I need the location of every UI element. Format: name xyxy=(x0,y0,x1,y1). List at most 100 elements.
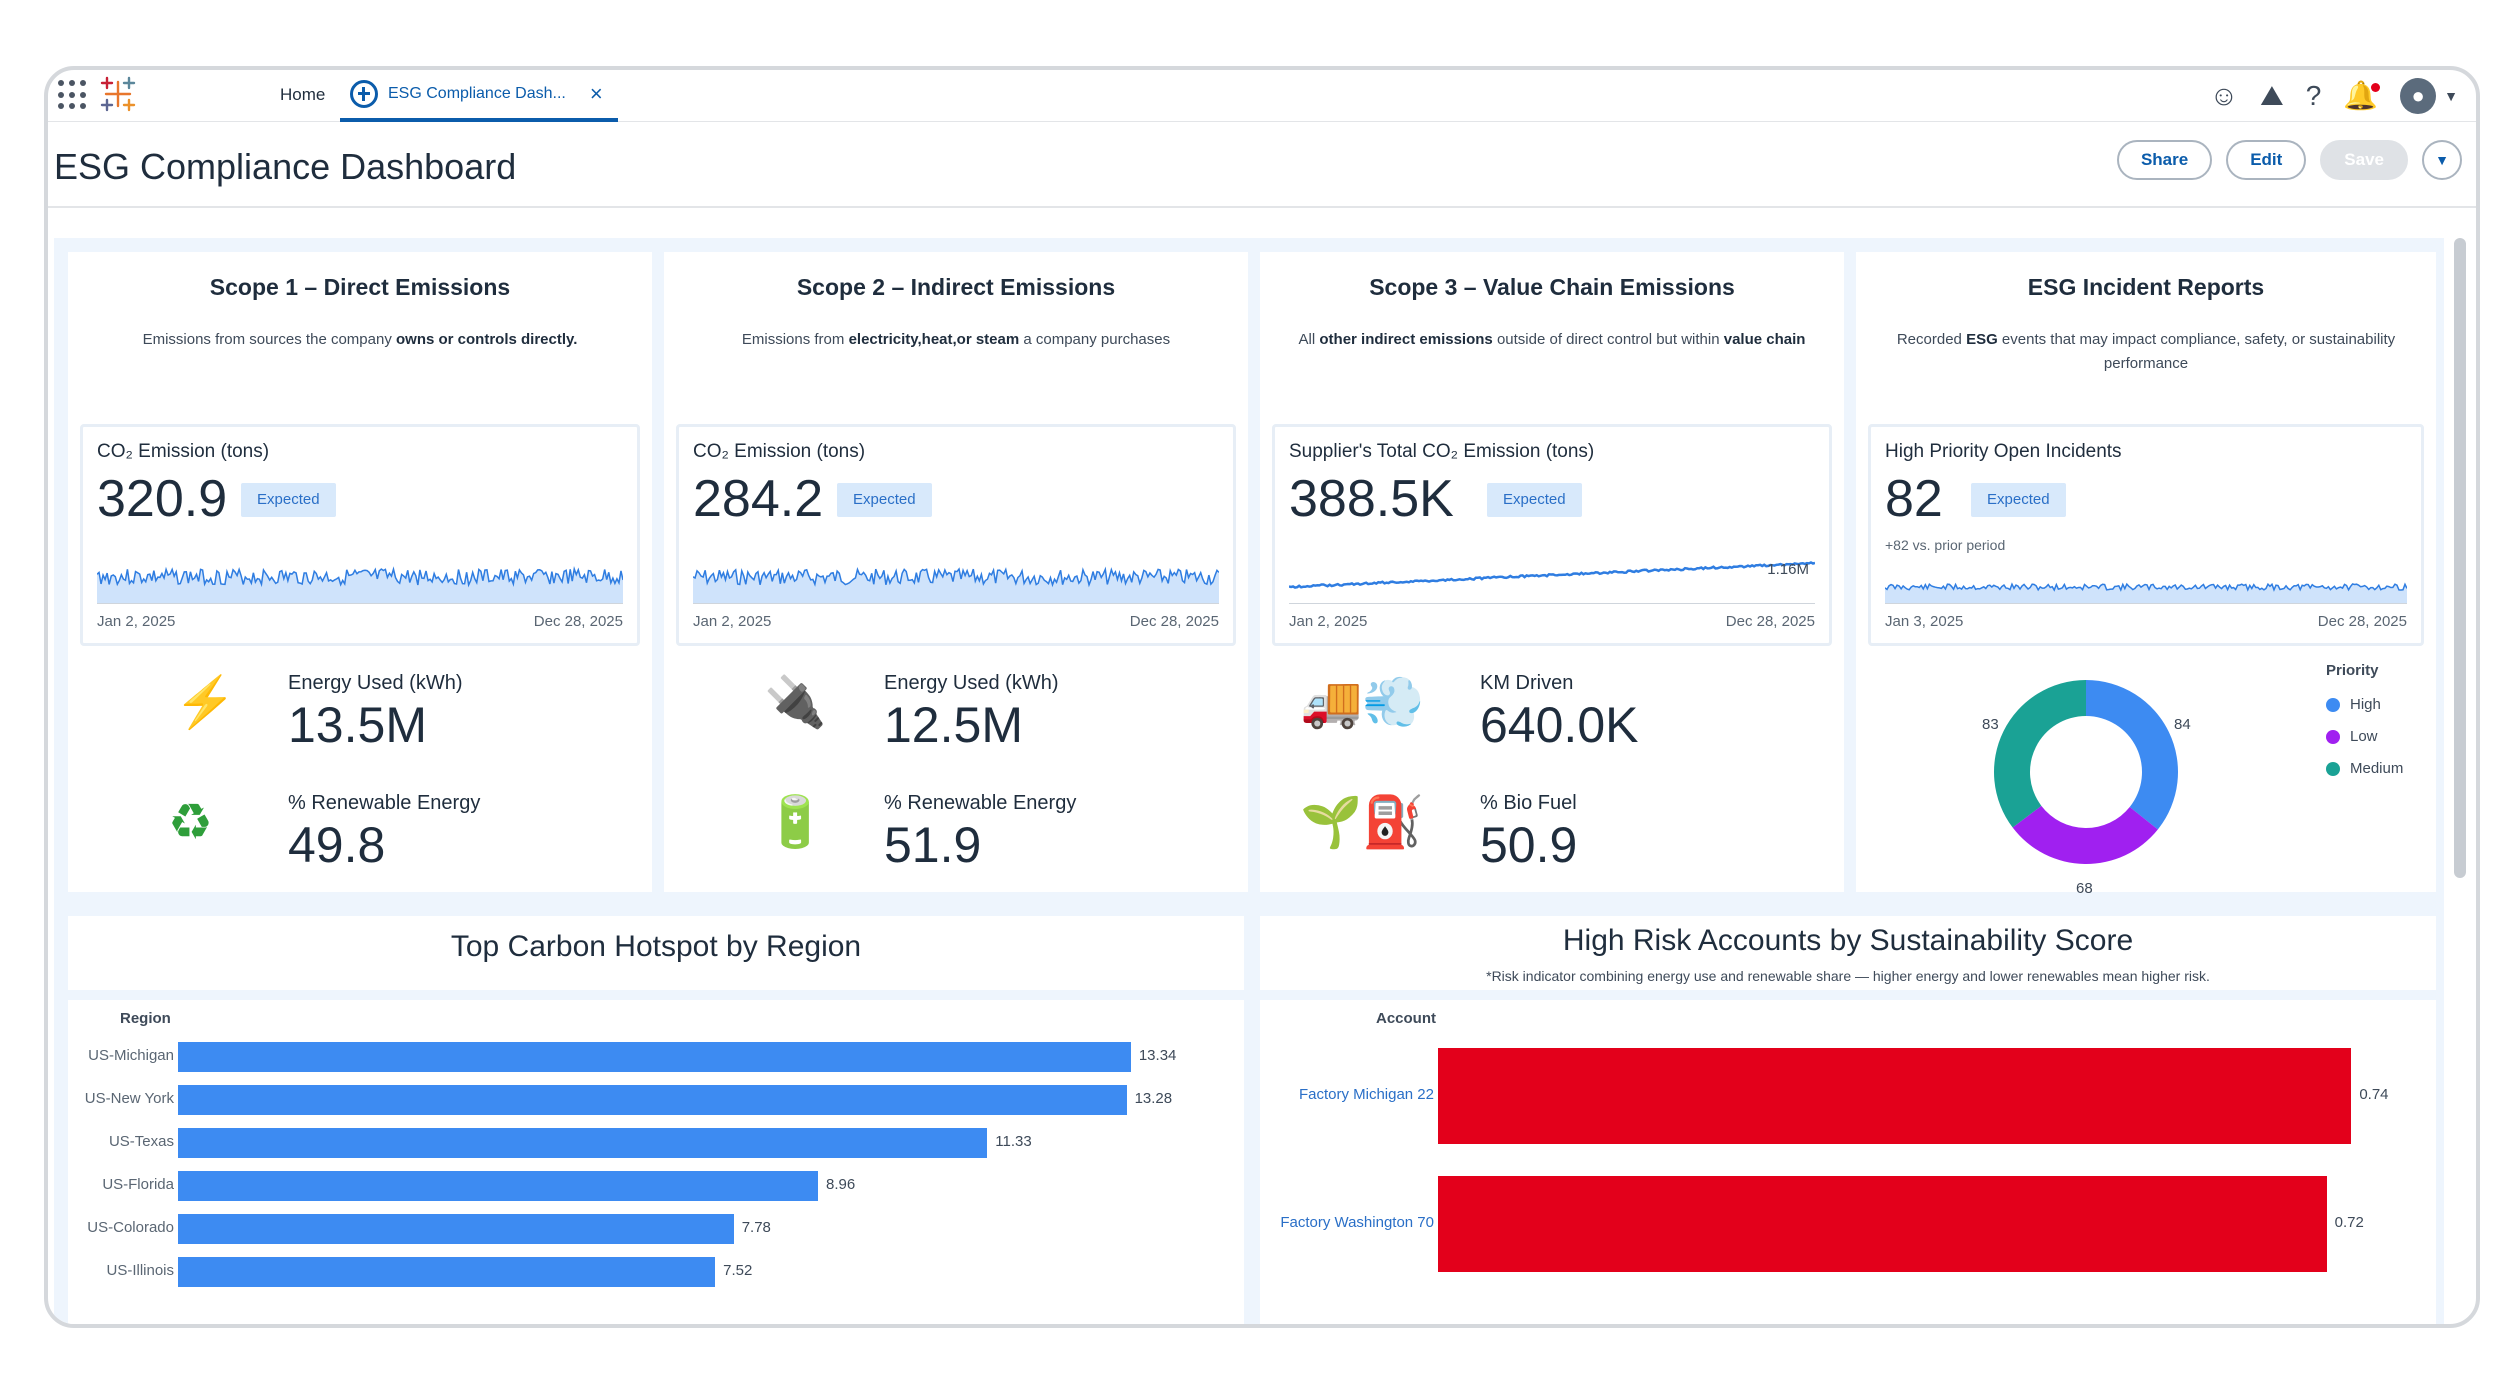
sparkline xyxy=(1289,561,1815,589)
tableau-logo xyxy=(100,76,136,112)
legend-label: High xyxy=(2350,696,2381,713)
status-badge: Expected xyxy=(1971,483,2066,517)
bar[interactable] xyxy=(178,1214,734,1244)
bar[interactable] xyxy=(1438,1176,2327,1272)
bar[interactable] xyxy=(178,1085,1127,1115)
legend-title: Priority xyxy=(2326,662,2379,679)
trailhead-icon[interactable]: ⛰ xyxy=(2260,80,2284,111)
risk-title-panel: High Risk Accounts by Sustainability Sco… xyxy=(1260,916,2436,990)
donut-slice-high[interactable] xyxy=(2086,680,2178,830)
category-label: US-Illinois xyxy=(106,1262,174,1279)
legend-item-high[interactable]: High xyxy=(2326,696,2381,713)
bar-value-label: 0.74 xyxy=(2359,1086,2389,1103)
stat-label: KM Driven xyxy=(1480,672,1574,694)
status-badge: Expected xyxy=(837,483,932,517)
stat-value: 640.0K xyxy=(1480,697,1639,753)
donut-slice-low[interactable] xyxy=(2012,805,2158,864)
bar[interactable] xyxy=(178,1042,1131,1072)
page-title: ESG Compliance Dashboard xyxy=(54,146,517,187)
app-window: Home ESG Compliance Dash... × ☺ ⛰ ? 🔔 ● … xyxy=(44,66,2480,1328)
axis-line xyxy=(97,603,623,604)
date-end: Dec 28, 2025 xyxy=(2317,613,2407,630)
sparkline-line xyxy=(97,566,623,588)
legend-item-medium[interactable]: Medium xyxy=(2326,760,2403,777)
donut-label-high: 84 xyxy=(2174,716,2191,733)
hotspot-title-panel: Top Carbon Hotspot by Region xyxy=(68,916,1244,990)
stat-value: 13.5M xyxy=(288,697,427,753)
agent-icon[interactable]: ☺ xyxy=(2209,80,2239,111)
share-button[interactable]: Share xyxy=(2116,140,2213,180)
donut-slice-medium[interactable] xyxy=(1994,680,2086,828)
tab-label: ESG Compliance Dash... xyxy=(388,85,566,102)
battery-icon: 🔋 xyxy=(764,794,827,850)
divider xyxy=(48,206,2476,208)
stat-label: Energy Used (kWh) xyxy=(288,672,463,694)
bar[interactable] xyxy=(1438,1048,2352,1144)
dashboard-icon xyxy=(350,80,378,108)
stat-value: 12.5M xyxy=(884,697,1023,753)
category-label: US-Michigan xyxy=(88,1047,174,1064)
kpi-label: CO₂ Emission (tons) xyxy=(693,441,866,462)
date-start: Jan 2, 2025 xyxy=(1289,613,1368,630)
panel-description: Emissions from electricity,heat,or steam… xyxy=(741,331,1171,348)
legend-label: Medium xyxy=(2350,760,2404,777)
legend-swatch xyxy=(2326,761,2340,776)
category-label[interactable]: Factory Washington 70 xyxy=(1280,1214,1434,1231)
avatar[interactable]: ● xyxy=(2400,78,2437,114)
sparkline-line xyxy=(693,566,1219,588)
plug-icon: 🔌 xyxy=(764,674,827,730)
kpi-card: High Priority Open Incidents 82 Expected… xyxy=(1868,424,2424,646)
date-start: Jan 3, 2025 xyxy=(1885,613,1964,630)
category-label: US-Florida xyxy=(102,1176,174,1193)
date-end: Dec 28, 2025 xyxy=(533,613,623,630)
bar-value-label: 13.34 xyxy=(1138,1047,1177,1064)
panel-description: Emissions from sources the company owns … xyxy=(142,331,578,348)
kpi-label: High Priority Open Incidents xyxy=(1885,441,2122,462)
kpi-delta: +82 vs. prior period xyxy=(1885,537,2006,553)
bar-value-label: 11.33 xyxy=(995,1133,1032,1150)
legend-swatch xyxy=(2326,697,2340,712)
bar[interactable] xyxy=(178,1171,818,1201)
priority-donut-chart xyxy=(1994,680,2178,864)
panel-description: Recorded ESG events that may impact comp… xyxy=(1896,331,2396,372)
chart-subtitle: *Risk indicator combining energy use and… xyxy=(1486,968,2210,984)
more-actions-button[interactable]: ▼ xyxy=(2422,140,2462,180)
date-start: Jan 2, 2025 xyxy=(97,613,176,630)
save-button[interactable]: Save xyxy=(2320,140,2408,180)
sparkline-line xyxy=(1289,561,1815,589)
date-end: Dec 28, 2025 xyxy=(1129,613,1219,630)
category-label: US-Texas xyxy=(108,1133,174,1150)
category-label: US-New York xyxy=(84,1090,174,1107)
nav-home-link[interactable]: Home xyxy=(280,85,326,104)
help-icon[interactable]: ? xyxy=(2305,80,2322,111)
spark-end-label: 1.16M xyxy=(1767,561,1809,578)
sparkline-area xyxy=(1885,584,2407,603)
bar[interactable] xyxy=(178,1128,988,1158)
date-start: Jan 2, 2025 xyxy=(693,613,772,630)
kpi-card: CO₂ Emission (tons) 320.9 Expected Jan 2… xyxy=(80,424,640,646)
legend-item-low[interactable]: Low xyxy=(2326,728,2378,745)
bar-value-label: 0.72 xyxy=(2334,1214,2364,1231)
close-icon[interactable]: × xyxy=(589,81,603,106)
kpi-label: Supplier's Total CO₂ Emission (tons) xyxy=(1289,441,1595,462)
incident-panel: ESG Incident Reports Recorded ESG events… xyxy=(1856,252,2436,897)
sparkline-area xyxy=(693,569,1219,603)
legend-swatch xyxy=(2326,729,2340,744)
sparkline xyxy=(693,566,1219,603)
truck-icon: 🚚💨 xyxy=(1300,674,1425,730)
bar[interactable] xyxy=(178,1257,716,1287)
app-launcher-icon[interactable] xyxy=(58,80,88,110)
scrollbar[interactable] xyxy=(2454,238,2466,878)
status-badge: Expected xyxy=(1487,483,1582,517)
stat-label: % Bio Fuel xyxy=(1480,792,1577,814)
category-label[interactable]: Factory Michigan 22 xyxy=(1298,1086,1434,1103)
sparkline-line xyxy=(1885,582,2407,592)
axis-line xyxy=(1289,603,1815,604)
bell-icon[interactable]: 🔔 xyxy=(2343,80,2381,111)
stat-label: Energy Used (kWh) xyxy=(884,672,1059,694)
panel-description: All other indirect emissions outside of … xyxy=(1298,331,1806,348)
category-label: US-Colorado xyxy=(87,1219,174,1236)
tab-esg-dashboard[interactable]: ESG Compliance Dash... × xyxy=(340,70,618,122)
edit-button[interactable]: Edit xyxy=(2226,140,2307,180)
chevron-down-icon[interactable]: ▼ xyxy=(2444,88,2458,104)
